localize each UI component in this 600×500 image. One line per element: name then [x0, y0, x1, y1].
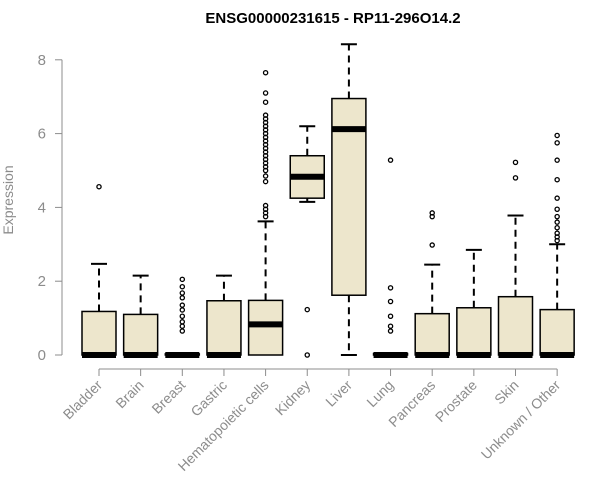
box-group: [164, 276, 201, 358]
outlier-point: [387, 328, 394, 334]
box-group: [289, 125, 325, 358]
outlier-point: [429, 242, 435, 248]
outlier-point: [179, 302, 186, 308]
outlier-point: [304, 352, 310, 358]
x-tick-label: Brain: [112, 377, 146, 411]
x-tick-label: Kidney: [272, 377, 314, 419]
box: [539, 308, 575, 356]
outlier-point: [179, 323, 186, 329]
box-group: [456, 248, 492, 358]
outlier-point: [96, 183, 102, 190]
outlier-point: [387, 285, 394, 291]
outlier-point: [262, 99, 269, 105]
box-group: [497, 159, 534, 358]
box-group: [372, 157, 409, 358]
outlier-point: [262, 69, 269, 76]
outlier-point: [512, 175, 519, 181]
outlier-point: [262, 112, 269, 118]
outlier-point: [554, 140, 560, 146]
x-tick-label: Skin: [491, 377, 522, 408]
outlier-point: [554, 157, 560, 163]
y-tick-label: 0: [38, 347, 46, 364]
box-group: [206, 274, 242, 358]
box: [206, 300, 242, 356]
outlier-point: [554, 213, 560, 220]
outlier-point: [304, 306, 310, 313]
y-axis-label: Expression: [0, 165, 16, 234]
outlier-point: [387, 313, 394, 320]
outlier-point: [387, 323, 394, 329]
outlier-point: [512, 159, 519, 166]
y-tick-label: 2: [38, 273, 46, 290]
outlier-point: [179, 283, 186, 290]
box: [414, 312, 450, 356]
box: [122, 313, 159, 356]
box-group: [331, 43, 367, 356]
outlier-point: [554, 219, 560, 225]
outlier-point: [387, 157, 394, 163]
y-tick-label: 8: [38, 52, 46, 69]
boxes: [81, 43, 575, 358]
x-tick-label: Lung: [363, 377, 396, 410]
y-tick-label: 4: [38, 199, 46, 216]
x-tick-label: Bladder: [60, 377, 106, 423]
outlier-point: [179, 290, 186, 296]
outlier-point: [179, 319, 186, 325]
y-tick-label: 6: [38, 126, 46, 143]
x-tick-label: Breast: [148, 377, 188, 417]
chart-title: ENSG00000231615 - RP11-296O14.2: [205, 10, 460, 27]
box: [456, 307, 492, 356]
x-tick-label: Liver: [322, 377, 355, 410]
outlier-point: [262, 178, 269, 185]
box: [497, 295, 534, 356]
x-tick-label: Unknown / Other: [478, 377, 564, 463]
x-tick-label: Prostate: [432, 377, 480, 425]
outlier-point: [179, 328, 186, 334]
outlier-point: [262, 173, 269, 179]
outlier-point: [179, 307, 186, 313]
box-group: [539, 132, 575, 358]
outlier-point: [554, 224, 560, 231]
outlier-point: [429, 210, 435, 216]
outlier-point: [554, 176, 560, 183]
box-group: [414, 210, 450, 358]
box: [81, 310, 117, 356]
outlier-point: [554, 206, 560, 212]
box-group: [81, 183, 117, 358]
outlier-point: [262, 90, 269, 96]
outlier-point: [262, 202, 269, 209]
outlier-point: [179, 276, 186, 283]
box-group: [122, 274, 159, 358]
outlier-point: [554, 195, 560, 201]
outlier-point: [554, 230, 560, 236]
outlier-point: [387, 298, 394, 305]
outlier-point: [179, 295, 186, 301]
outlier-point: [554, 132, 560, 139]
box: [247, 299, 284, 356]
y-axis: 0 2 4 6 8: [38, 52, 63, 364]
outlier-point: [179, 313, 186, 320]
box-group: [247, 69, 284, 356]
